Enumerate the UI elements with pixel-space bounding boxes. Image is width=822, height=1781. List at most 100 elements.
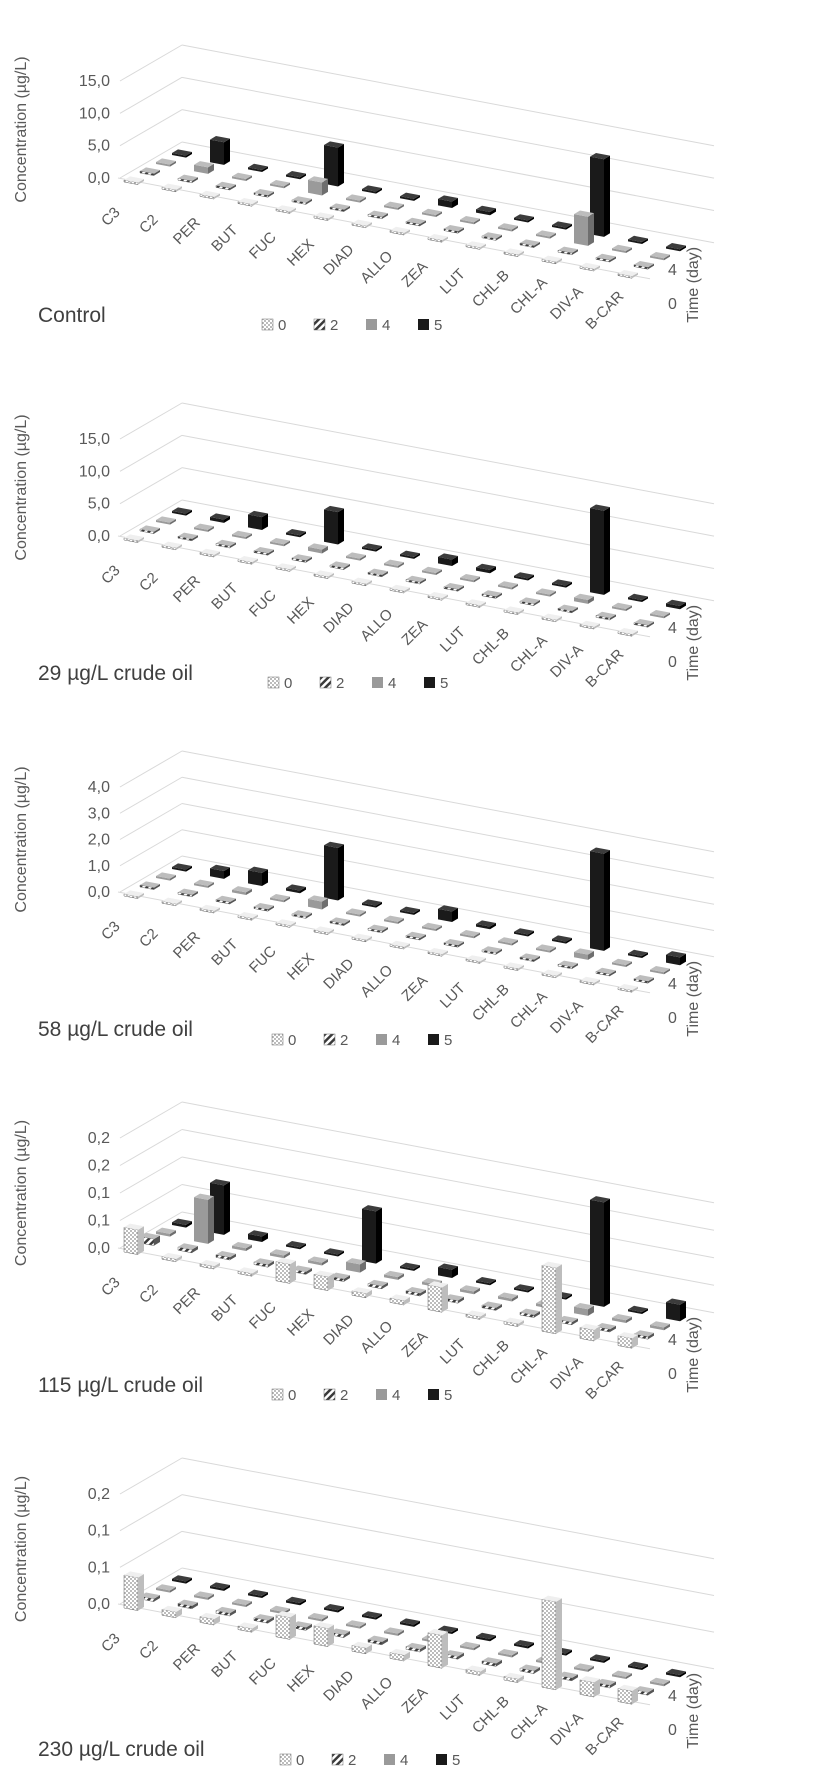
bar-5-PER	[248, 163, 268, 173]
depth-axis-title: Time (day)	[685, 961, 702, 1037]
y-tick-label: 5,0	[88, 138, 110, 155]
depth-tick-label: 0	[668, 1722, 677, 1739]
y-tick-label: 1,0	[88, 858, 110, 875]
legend-swatch-2	[319, 676, 332, 689]
bar-0-HEX	[313, 926, 334, 935]
bar-5-DIV-A	[628, 593, 648, 603]
bar-4-C2	[194, 879, 214, 888]
gridline	[181, 467, 715, 569]
bar-5-HEX	[362, 899, 382, 908]
legend-swatch-0	[261, 318, 274, 331]
bar-5-CHL-A	[590, 1196, 610, 1307]
bar-4-FUC	[308, 895, 328, 910]
legend-label-5: 5	[444, 1387, 452, 1404]
bar-4-LUT	[498, 1292, 518, 1302]
bar-2-PER	[215, 181, 236, 191]
bar-2-PER	[215, 895, 236, 905]
bar-2-FUC	[291, 554, 312, 563]
bar-0-C2	[161, 183, 182, 193]
bar-2-ALLO	[405, 217, 426, 227]
bar-0-BUT	[237, 1622, 258, 1633]
depth-tick-label: 4	[668, 620, 677, 637]
gridline	[181, 1184, 715, 1286]
bar-5-DIV-A	[628, 1661, 648, 1671]
bar-4-FUC	[308, 1256, 328, 1266]
legend-swatch-5	[424, 677, 435, 688]
y-tick-label: 3,0	[88, 805, 110, 822]
legend-label-2: 2	[348, 1752, 356, 1769]
bar-2-CHL-B	[519, 1664, 540, 1674]
bar-0-DIAD	[351, 219, 372, 229]
panel-caption-control: Control	[38, 304, 106, 327]
bar-0-ZEA	[427, 1281, 448, 1313]
bar-5-B-CAR	[666, 951, 686, 966]
bar-4-DIV-A	[612, 958, 632, 968]
bar-4-HEX	[346, 1258, 366, 1273]
bar-2-CHL-A	[557, 960, 578, 970]
x-tick-label: C2	[136, 925, 162, 951]
y-tick-label: 0,1	[88, 1213, 110, 1230]
x-tick-label: DIV-A	[547, 283, 587, 323]
y-axis-title: Concentration (µg/L)	[13, 766, 30, 912]
bar-5-C2	[210, 864, 230, 879]
gridline	[181, 1494, 715, 1596]
depth-tick-label: 0	[668, 1366, 677, 1383]
bar-0-PER	[199, 904, 220, 914]
grid-diagonal	[119, 750, 183, 788]
bar-5-C3	[172, 149, 192, 158]
grid-diagonal	[119, 76, 183, 114]
bar-5-FUC	[324, 505, 344, 545]
x-tick-label: HEX	[284, 950, 318, 984]
gridline	[181, 44, 715, 147]
bar-5-CHL-A	[590, 1654, 610, 1663]
bar-5-LUT	[514, 928, 534, 937]
bar-0-C3	[123, 1223, 144, 1255]
bar-4-DIAD	[384, 201, 404, 210]
bar-2-HEX	[329, 203, 350, 212]
y-tick-label: 0,2	[88, 1130, 110, 1147]
bar-0-C2	[161, 541, 182, 551]
bar-0-CHL-A	[541, 1595, 562, 1691]
bar-0-PER	[199, 190, 220, 200]
grid-diagonal	[119, 1530, 183, 1568]
y-tick-label: 0,1	[88, 1523, 110, 1540]
x-tick-label: LUT	[437, 266, 469, 298]
legend-label-5: 5	[452, 1752, 460, 1769]
gridline	[181, 829, 715, 932]
bar-2-DIV-A	[595, 967, 616, 977]
gridline	[181, 750, 715, 853]
legend-swatch-0	[279, 1753, 292, 1766]
bar-4-HEX	[346, 552, 366, 561]
bar-2-ZEA	[443, 939, 464, 948]
legend-label-0: 0	[288, 1032, 296, 1049]
bar-5-ZEA	[476, 1632, 496, 1642]
bar-2-HEX	[329, 917, 350, 926]
bar-4-DIV-A	[612, 1670, 632, 1680]
x-tick-label: FUC	[246, 1299, 280, 1333]
x-tick-label: C2	[136, 211, 162, 237]
x-tick-label: DIAD	[320, 955, 357, 992]
bar-4-DIV-A	[612, 244, 632, 254]
x-tick-label: B-CAR	[582, 1358, 627, 1403]
bar-4-PER	[232, 172, 252, 182]
grid-diagonal	[119, 1156, 183, 1194]
legend-swatch-2	[331, 1753, 344, 1766]
x-tick-label: ALLO	[357, 1318, 396, 1357]
panel-caption-115: 115 µg/L crude oil	[38, 1374, 204, 1397]
bar-5-ZEA	[476, 205, 496, 216]
bar-0-CHL-B	[503, 606, 524, 615]
depth-tick-label: 4	[668, 976, 677, 993]
x-tick-label: ZEA	[398, 258, 431, 291]
bar-5-PER	[248, 1589, 268, 1599]
bar-0-C3	[123, 890, 144, 899]
bar-4-C2	[194, 161, 214, 174]
x-tick-label: DIAD	[320, 1311, 357, 1348]
bar-5-ZEA	[476, 920, 496, 930]
bar-5-B-CAR	[666, 243, 686, 252]
legend-swatch-0	[267, 676, 280, 689]
bar-0-B-CAR	[617, 1684, 638, 1705]
y-tick-label: 2,0	[88, 832, 110, 849]
x-tick-label: LUT	[437, 1336, 469, 1368]
bar-4-C2	[194, 1193, 214, 1244]
